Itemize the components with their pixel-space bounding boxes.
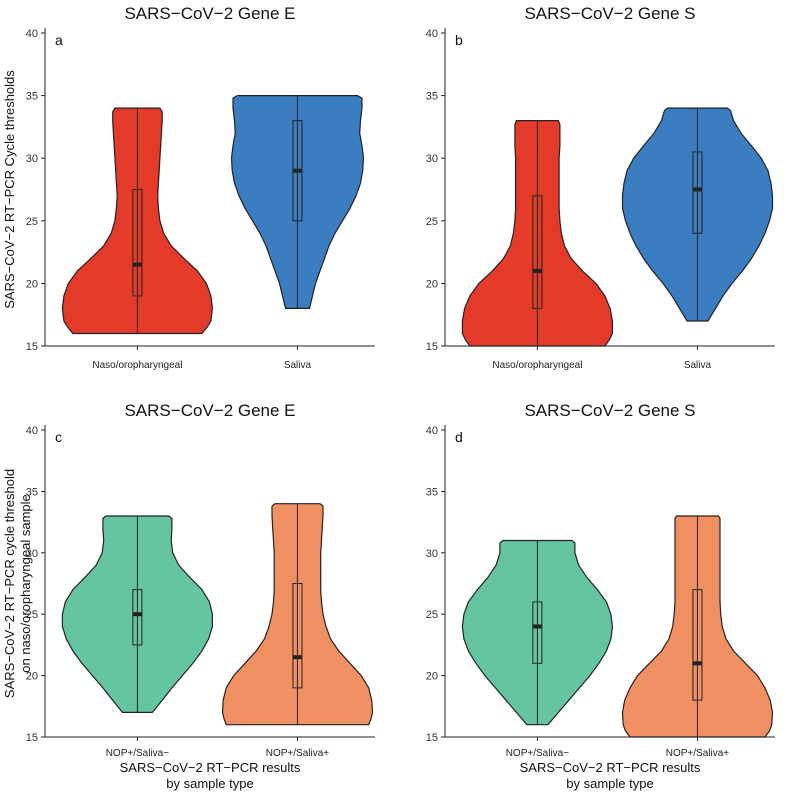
y-tick-label: 20 — [426, 671, 438, 683]
y-tick-label: 20 — [426, 278, 438, 290]
median-mark — [292, 655, 302, 660]
y-tick-label: 25 — [26, 216, 38, 228]
y-axis-title-line: SARS−CoV−2 RT−PCR cycle threshold — [2, 469, 17, 698]
panel-b-title: SARS−CoV−2 Gene S — [524, 4, 695, 23]
y-tick-label: 15 — [26, 732, 38, 744]
iqr-box — [692, 589, 703, 701]
panel-d-letter: d — [455, 429, 463, 445]
category-label: Saliva — [284, 360, 312, 371]
x-axis-title-line: SARS−CoV−2 RT−PCR results — [120, 760, 301, 775]
y-tick-label: 40 — [426, 425, 438, 437]
y-tick-label: 30 — [26, 548, 38, 560]
x-axis-title-line: SARS−CoV−2 RT−PCR results — [520, 760, 701, 775]
y-axis-title-line: on naso/oropharyngeal sample — [18, 494, 33, 673]
category-label: Naso/oropharyngeal — [492, 360, 582, 371]
median-mark — [132, 612, 142, 617]
y-tick-label: 25 — [26, 609, 38, 621]
iqr-box — [292, 583, 303, 689]
y-tick-label: 30 — [426, 153, 438, 165]
panel-c-letter: c — [55, 429, 62, 445]
y-axis-title: SARS−CoV−2 RT−PCR Cycle thresholds — [2, 70, 17, 309]
y-tick-label: 35 — [26, 91, 38, 103]
y-tick-label: 30 — [26, 153, 38, 165]
y-tick-label: 40 — [26, 425, 38, 437]
y-tick-label: 15 — [426, 341, 438, 353]
iqr-box — [132, 589, 143, 646]
median-mark — [692, 661, 702, 666]
category-label: NOP+/Saliva− — [506, 748, 570, 759]
panel-a: SARS−CoV−2 Gene E a 15 20 25 30 35 40 Naso/oroph… — [2, 4, 375, 371]
y-tick-label: 25 — [426, 609, 438, 621]
y-axis-title: SARS−CoV−2 RT−PCR cycle thresholdon naso… — [2, 469, 33, 698]
y-tick-label: 40 — [26, 28, 38, 40]
category-label: Saliva — [684, 360, 712, 371]
iqr-box — [692, 151, 703, 234]
panel-d: SARS−CoV−2 Gene S d 15 20 25 30 35 40 NOP+/Saliv… — [426, 401, 775, 791]
x-axis-title-line: by sample type — [166, 776, 253, 791]
median-mark — [532, 624, 542, 629]
y-tick-label: 35 — [426, 486, 438, 498]
y-tick-label: 15 — [26, 341, 38, 353]
panel-b: SARS−CoV−2 Gene S b 15 20 25 30 35 40 Naso/oroph… — [426, 4, 775, 371]
panel-a-title: SARS−CoV−2 Gene E — [124, 4, 295, 23]
y-tick-label: 35 — [426, 91, 438, 103]
panel-a-letter: a — [55, 32, 63, 48]
median-mark — [132, 262, 142, 267]
iqr-box — [132, 189, 143, 297]
median-mark — [532, 268, 542, 273]
iqr-box — [532, 195, 543, 309]
category-label: Naso/oropharyngeal — [92, 360, 182, 371]
category-label: NOP+/Saliva− — [106, 748, 170, 759]
y-tick-label: 40 — [426, 28, 438, 40]
panel-b-letter: b — [455, 32, 463, 48]
category-label: NOP+/Saliva+ — [266, 748, 330, 759]
y-axis-title-line: SARS−CoV−2 RT−PCR Cycle thresholds — [2, 70, 17, 309]
category-label: NOP+/Saliva+ — [666, 748, 730, 759]
y-tick-label: 35 — [26, 486, 38, 498]
median-mark — [292, 168, 302, 173]
iqr-box — [532, 601, 543, 664]
panel-d-title: SARS−CoV−2 Gene S — [524, 401, 695, 420]
y-tick-label: 20 — [26, 671, 38, 683]
panel-c-title: SARS−CoV−2 Gene E — [124, 401, 295, 420]
y-tick-label: 25 — [426, 216, 438, 228]
y-tick-label: 30 — [426, 548, 438, 560]
median-mark — [692, 187, 702, 192]
y-tick-label: 15 — [426, 732, 438, 744]
panel-c: SARS−CoV−2 Gene E c 15 20 25 30 35 40 NOP+/Saliv… — [2, 401, 375, 791]
y-tick-label: 20 — [26, 278, 38, 290]
x-axis-title-line: by sample type — [566, 776, 653, 791]
